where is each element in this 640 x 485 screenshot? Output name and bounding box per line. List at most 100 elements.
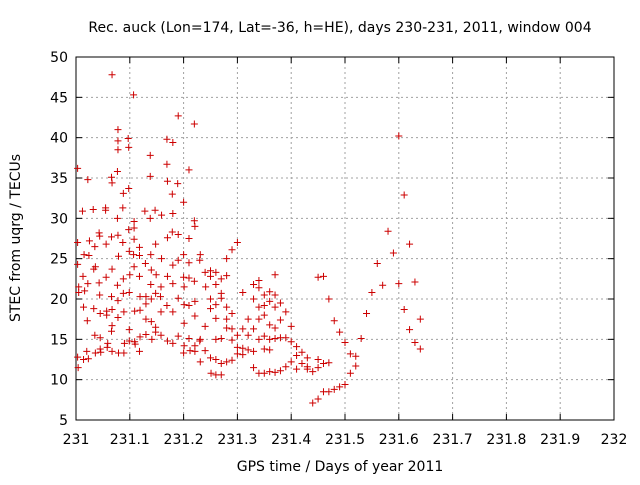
data-point (102, 273, 110, 281)
data-point (352, 352, 360, 360)
data-point (85, 237, 93, 245)
data-point (91, 331, 99, 339)
data-point (119, 189, 127, 197)
data-point (293, 351, 301, 359)
data-point (260, 332, 268, 340)
data-point (125, 337, 133, 345)
data-point (152, 240, 160, 248)
data-point (81, 287, 89, 295)
axis-tick-labels: 231 231.1 231.2 231.3 231.4 231.5 231.6 231.7 23… (50, 50, 627, 448)
data-point (223, 272, 231, 280)
data-point (400, 305, 408, 313)
data-point (325, 388, 333, 396)
data-point (147, 318, 155, 326)
data-point (250, 295, 258, 303)
data-point (141, 207, 149, 215)
data-point (217, 294, 225, 302)
data-point (135, 243, 143, 251)
data-point (74, 164, 82, 172)
data-point (108, 293, 116, 301)
data-point (90, 265, 98, 273)
data-point (185, 274, 193, 282)
data-point (201, 268, 209, 276)
data-point (336, 328, 344, 336)
data-point (190, 277, 198, 285)
data-point (244, 315, 252, 323)
data-point (78, 207, 86, 215)
data-point (346, 350, 354, 358)
data-point (83, 317, 91, 325)
data-point (233, 331, 241, 339)
data-point (130, 91, 138, 99)
data-point (157, 283, 165, 291)
data-point (95, 279, 103, 287)
data-point (276, 299, 284, 307)
data-point (174, 332, 182, 340)
data-point (379, 281, 387, 289)
data-point (314, 273, 322, 281)
data-point (271, 291, 279, 299)
data-point (255, 315, 263, 323)
data-point (298, 348, 306, 356)
data-point (131, 340, 139, 348)
data-point (136, 333, 144, 341)
data-point (156, 293, 164, 301)
data-point (266, 368, 274, 376)
data-point (135, 347, 143, 355)
data-point (113, 168, 121, 176)
data-point (108, 347, 116, 355)
data-point (250, 364, 258, 372)
data-point (147, 251, 155, 259)
data-point (260, 291, 268, 299)
x-tick-label: 231.1 (110, 432, 150, 448)
data-point (108, 71, 116, 79)
data-point (207, 305, 214, 313)
data-point (131, 307, 139, 315)
data-point (83, 347, 91, 355)
data-point (228, 356, 236, 364)
data-point (217, 371, 225, 379)
data-point (104, 339, 112, 347)
data-point (146, 214, 154, 222)
data-point (233, 343, 241, 351)
data-point (212, 356, 220, 363)
data-point (416, 345, 424, 353)
data-point (135, 272, 143, 280)
data-point (239, 344, 247, 352)
y-tick-label: 10 (50, 373, 68, 389)
data-point (103, 311, 111, 319)
data-point (309, 368, 317, 376)
data-point (266, 335, 274, 343)
data-point (152, 328, 160, 336)
data-point (271, 368, 279, 376)
grid-lines (76, 57, 614, 420)
data-point (309, 399, 317, 407)
data-point (168, 190, 176, 198)
data-point (135, 251, 143, 259)
data-point (185, 259, 193, 267)
data-point (282, 363, 290, 371)
data-point (212, 301, 220, 309)
axis-ticks (75, 56, 615, 421)
data-point (185, 335, 193, 343)
x-tick-label: 231.6 (379, 432, 419, 448)
data-point (108, 233, 116, 241)
data-point (368, 289, 376, 297)
data-point (314, 395, 322, 403)
data-point (180, 349, 188, 357)
data-point (158, 255, 166, 263)
data-point (169, 209, 177, 217)
data-point (325, 295, 333, 303)
data-point (146, 151, 154, 159)
data-point (185, 301, 193, 309)
data-point (84, 355, 92, 363)
data-point (119, 239, 127, 247)
data-point (186, 347, 194, 355)
data-point (314, 356, 322, 363)
data-point (163, 337, 171, 345)
data-point (74, 364, 82, 372)
data-point (97, 348, 105, 356)
data-point (119, 289, 127, 297)
